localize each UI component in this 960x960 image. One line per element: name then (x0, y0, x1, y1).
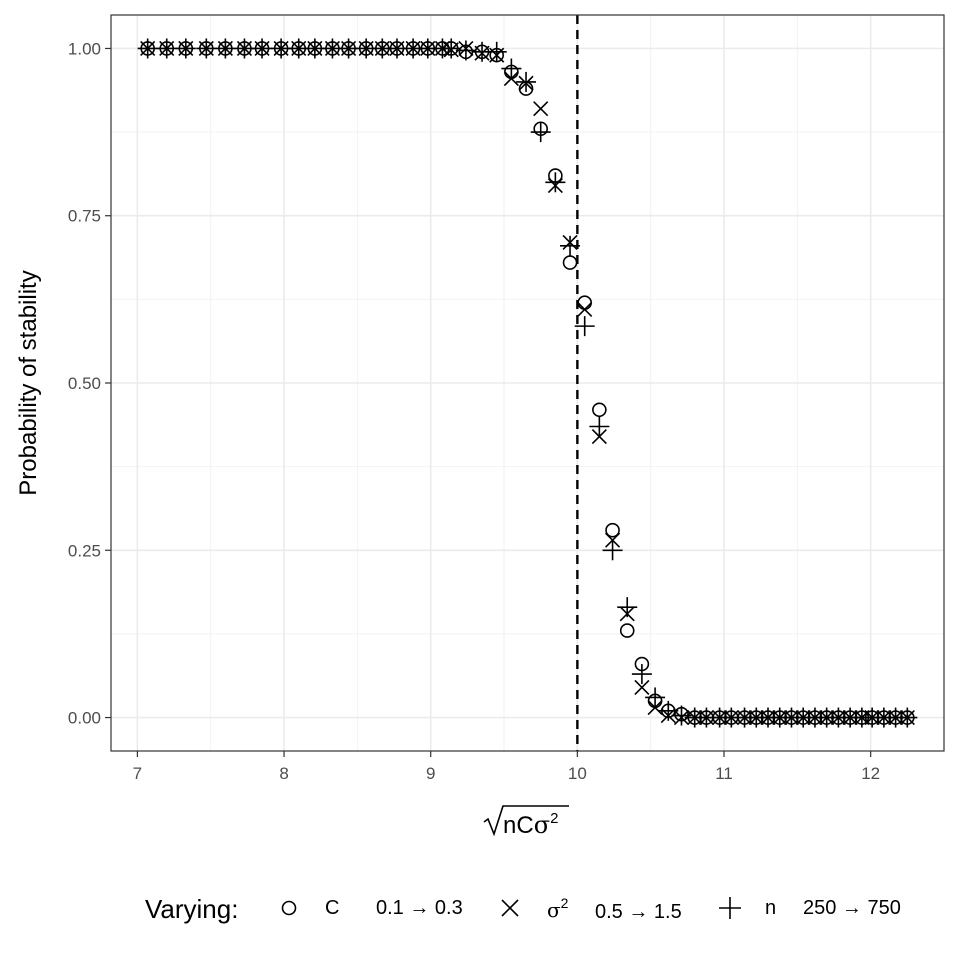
data-point-plus (671, 705, 692, 726)
y-tick-label: 0.00 (68, 709, 101, 728)
legend-range-c: 0.1 → 0.3 (376, 897, 463, 919)
legend-key-plus (719, 897, 741, 919)
y-axis-ticks: 0.00 0.25 0.50 0.75 1.00 (68, 39, 111, 728)
x-axis-title-radicand: nC (503, 812, 534, 839)
data-point-plus (156, 38, 177, 59)
data-point-plus (897, 707, 918, 728)
x-axis-ticks: 7 8 9 10 11 12 (133, 751, 880, 783)
legend-label-sigma-exponent: 2 (561, 895, 569, 911)
data-point-plus (545, 172, 566, 193)
svg-text:σ2: σ2 (547, 895, 569, 922)
y-tick-label: 0.50 (68, 374, 101, 393)
legend-label-c: C (325, 897, 339, 919)
data-point-cross (503, 70, 519, 87)
x-tick-label: 12 (861, 764, 880, 783)
legend: Varying: C 0.1 → 0.3 σ2 0.5 → 1.5 n 250 … (145, 894, 901, 924)
legend-range-n: 250 → 750 (803, 897, 901, 919)
data-point-plus (175, 38, 196, 59)
data-point-circle (592, 402, 607, 418)
y-tick-label: 0.75 (68, 207, 101, 226)
data-point-plus (658, 700, 679, 721)
data-point-plus (589, 416, 610, 437)
data-point-plus (137, 38, 158, 59)
x-tick-label: 11 (715, 764, 733, 783)
data-point-circle (605, 522, 620, 538)
data-point-cross (533, 101, 549, 117)
data-point-plus (574, 316, 595, 337)
data-point-cross (591, 428, 607, 445)
data-point-plus (455, 40, 476, 61)
data-point-plus (441, 38, 462, 59)
legend-key-cross (501, 899, 519, 917)
data-point-plus (196, 38, 217, 59)
data-point-cross (634, 679, 650, 696)
sqrt-symbol (483, 805, 569, 837)
x-tick-label: 8 (279, 764, 288, 783)
x-tick-label: 10 (568, 764, 587, 783)
data-point-cross (604, 532, 621, 548)
data-point-plus (215, 38, 236, 59)
data-point-plus (234, 38, 255, 59)
data-point-plus (271, 38, 292, 59)
x-tick-label: 9 (426, 764, 435, 783)
data-point-plus (304, 38, 325, 59)
x-axis-title: nCσ2 (483, 805, 569, 839)
legend-label-n: n (765, 897, 776, 919)
data-point-plus (560, 235, 581, 256)
data-point-plus (486, 41, 507, 62)
data-point-plus (516, 71, 537, 92)
data-point-circle (562, 255, 578, 270)
data-point-plus (338, 38, 359, 59)
data-point-plus (602, 540, 623, 561)
x-axis-title-exponent: 2 (550, 810, 558, 827)
data-point-plus (645, 687, 666, 708)
x-axis-title-symbol: σ (534, 811, 550, 839)
data-point-circle (619, 623, 635, 638)
y-tick-label: 0.25 (68, 541, 101, 560)
legend-label-sigma: σ (547, 898, 561, 922)
data-point-plus (252, 38, 273, 59)
data-points (137, 38, 918, 728)
data-point-cross (647, 699, 663, 716)
legend-key-circle (281, 900, 297, 916)
data-point-plus (530, 122, 551, 143)
data-point-plus (617, 597, 638, 618)
y-tick-label: 1.00 (68, 39, 101, 58)
legend-range-sigma: 0.5 → 1.5 (595, 901, 682, 923)
legend-title: Varying: (145, 894, 238, 924)
y-axis-title: Probability of stability (15, 270, 42, 495)
data-point-plus (501, 58, 522, 79)
data-point-plus (631, 664, 652, 685)
svg-text:nCσ2: nCσ2 (503, 810, 558, 839)
x-tick-label: 7 (133, 764, 142, 783)
data-point-cross (577, 301, 593, 317)
